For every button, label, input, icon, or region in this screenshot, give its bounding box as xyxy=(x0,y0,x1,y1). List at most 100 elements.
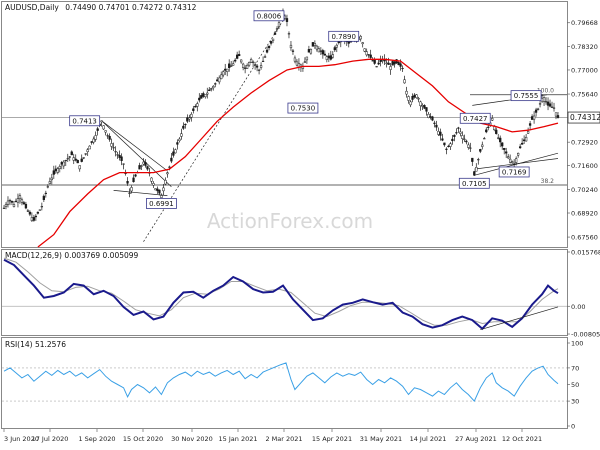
candle-body xyxy=(210,88,213,90)
candle-body xyxy=(132,177,135,183)
candle-body xyxy=(277,22,281,27)
candle-body xyxy=(130,187,133,192)
candle-body xyxy=(192,108,195,111)
candle-body xyxy=(4,204,8,207)
candle-body xyxy=(359,36,362,40)
candle-body xyxy=(407,96,410,101)
candle-body xyxy=(287,33,291,35)
candle-body xyxy=(28,211,32,215)
candle-body xyxy=(202,93,205,97)
price-label-box xyxy=(458,177,490,189)
candle-body xyxy=(333,47,336,51)
candle-body xyxy=(198,97,201,101)
candle-body xyxy=(491,118,494,121)
candle-body xyxy=(170,157,173,162)
candle-body xyxy=(74,158,77,161)
candle-body xyxy=(182,125,185,129)
candle-body xyxy=(520,142,524,145)
candle-body xyxy=(174,149,177,154)
candle-body xyxy=(524,136,528,142)
candle-body xyxy=(160,195,163,198)
candle-body xyxy=(168,166,171,168)
candle-body xyxy=(212,86,215,89)
candle-body xyxy=(528,123,532,126)
price-candles xyxy=(2,8,560,222)
rsi-title: RSI(14) 51.2576 xyxy=(5,340,66,349)
candle-body xyxy=(554,112,558,117)
rsi-panel-frame xyxy=(1,337,568,429)
candle-body xyxy=(70,151,73,156)
candle-body xyxy=(433,122,436,124)
candle-body xyxy=(62,161,65,167)
candle-body xyxy=(134,174,137,177)
price-label-box xyxy=(69,115,101,127)
candle-body xyxy=(82,157,85,159)
candle-body xyxy=(363,48,366,52)
candle-body xyxy=(162,187,165,192)
candle-body xyxy=(184,123,187,126)
candle-body xyxy=(511,161,514,163)
candle-body xyxy=(483,138,486,140)
candle-body xyxy=(232,63,235,66)
candle-body xyxy=(532,115,536,120)
candle-body xyxy=(52,170,55,175)
candle-body xyxy=(8,200,12,202)
price-tick-label: 0.68920 xyxy=(571,210,598,218)
candle-body xyxy=(186,117,189,122)
candle-body xyxy=(150,177,153,182)
candle-body xyxy=(552,107,556,109)
candle-body xyxy=(518,146,522,149)
chart-header: AUDUSD,Daily 0.74490 0.74701 0.74272 0.7… xyxy=(5,3,197,12)
candle-body xyxy=(546,101,550,106)
candle-body xyxy=(291,50,295,52)
candle-body xyxy=(295,61,299,66)
candle-body xyxy=(257,69,261,71)
candle-body xyxy=(234,59,237,62)
candle-body xyxy=(471,157,474,162)
candle-body xyxy=(275,28,279,30)
candle-body xyxy=(44,192,47,194)
candle-body xyxy=(403,79,406,84)
candle-body xyxy=(241,63,245,68)
candle-body xyxy=(259,65,263,68)
candle-body xyxy=(22,202,26,205)
candle-body xyxy=(200,95,203,99)
candle-body xyxy=(58,166,61,169)
candle-body xyxy=(423,105,426,109)
candle-body xyxy=(138,165,141,170)
candle-body xyxy=(92,138,95,143)
candle-body xyxy=(86,149,89,153)
candle-body xyxy=(365,51,368,56)
candle-body xyxy=(80,158,83,162)
candle-body xyxy=(385,62,388,64)
candle-body xyxy=(469,147,472,149)
candle-body xyxy=(108,135,111,140)
candle-body xyxy=(415,94,418,98)
price-label-text: 0.7413 xyxy=(72,117,97,125)
candle-body xyxy=(261,60,265,62)
candle-body xyxy=(271,38,275,41)
candle-body xyxy=(56,168,59,173)
candle-body xyxy=(106,135,109,137)
candle-body xyxy=(465,140,468,143)
candle-body xyxy=(218,77,221,83)
candle-body xyxy=(68,156,71,158)
price-label-box xyxy=(510,90,542,102)
price-label-text: 0.6991 xyxy=(149,200,174,208)
candle-body xyxy=(154,188,157,191)
candle-body xyxy=(166,172,169,175)
price-labels: 0.8006 0.7890 0.7530 0.7413 0.6991 0.7427 0.75… xyxy=(69,10,542,209)
candle-body xyxy=(194,106,197,108)
price-label-box xyxy=(146,198,177,209)
candle-body xyxy=(253,64,257,66)
x-tick-label: 3 Jun 2020 xyxy=(4,435,39,443)
symbol-label: AUDUSD,Daily xyxy=(5,3,59,12)
macd-trendline xyxy=(480,306,559,331)
candle-body xyxy=(455,132,458,134)
candle-body xyxy=(451,138,454,142)
trendline-channel xyxy=(101,120,168,172)
candle-body xyxy=(14,200,18,202)
candle-body xyxy=(146,166,149,170)
candle-body xyxy=(509,158,512,163)
candle-body xyxy=(427,113,430,118)
